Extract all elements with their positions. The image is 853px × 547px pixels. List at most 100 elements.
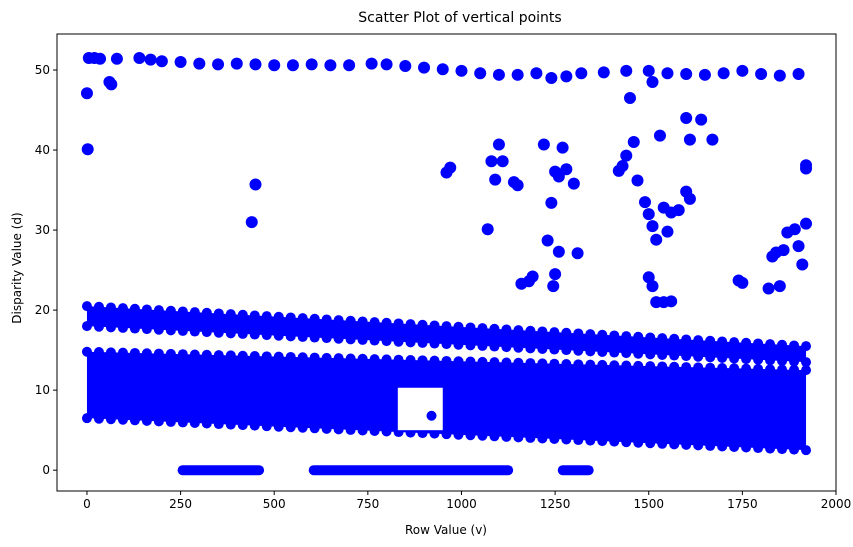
band-edge-point [669,350,680,361]
band-edge-point [765,443,776,454]
band-edge-point [741,337,752,348]
band-edge-point [177,417,188,428]
band-edge-point [561,327,572,338]
band-edge-point [261,421,272,432]
band-edge-point [345,424,356,435]
data-point [496,155,509,168]
band-edge-point [297,422,308,433]
band-edge-point [585,346,596,357]
band-edge-point [681,351,692,362]
band-edge-point [201,349,212,360]
band-edge-point [441,339,452,350]
band-edge-point [753,443,764,454]
band-edge-point [93,413,104,424]
band-edge-point [777,444,788,455]
data-point [144,53,157,66]
x-tick-label: 0 [83,497,91,511]
data-point [324,59,337,72]
data-point [777,244,790,257]
y-axis-label: Disparity Value (d) [10,212,24,323]
data-point [549,268,562,281]
data-point [552,170,565,183]
band-edge-point [609,347,620,358]
y-tick-label: 50 [35,63,50,77]
band-edge-point [429,320,440,331]
band-edge-point [105,414,116,425]
band-edge-point [153,348,164,359]
data-point [365,57,378,70]
band-edge-point [477,356,488,367]
data-point [766,250,779,263]
x-tick-label: 2000 [821,497,852,511]
band-edge-point [657,333,668,344]
band-edge-point [501,357,512,368]
band-edge-point [537,433,548,444]
band-edge-point [717,336,728,347]
band-edge-point [717,362,728,373]
band-edge-point [297,352,308,363]
band-edge-point [537,326,548,337]
band-edge-point [285,351,296,362]
data-point [762,282,775,295]
band-edge-point [297,331,308,342]
band-edge-point [729,353,740,364]
band-edge-point [621,348,632,359]
band-edge-point [381,426,392,437]
band-edge-point [693,351,704,362]
band-edge-point [225,419,236,430]
band-edge-point [573,345,584,356]
band-edge-point [165,305,176,316]
data-point [426,410,437,421]
band-edge-point [249,420,260,431]
band-edge-point [801,357,812,368]
data-point [418,61,431,74]
band-edge-point [669,361,680,372]
band-edge-point [453,321,464,332]
band-edge-point [129,347,140,358]
data-point [481,223,494,236]
band-edge-point [717,352,728,363]
data-point [642,64,655,77]
data-point [436,63,449,76]
band-edge-point [177,306,188,317]
band-edge-point [201,327,212,338]
data-point [492,138,505,151]
band-edge-point [777,355,788,366]
band-edge-point [609,330,620,341]
band-edge-point [561,345,572,356]
band-edge-point [465,356,476,367]
band-edge-point [453,339,464,350]
data-point [249,58,262,71]
data-point [661,67,674,80]
data-point [268,59,281,72]
band-edge-point [633,360,644,371]
band-edge-point [309,423,320,434]
band-edge-point [189,417,200,428]
data-point [800,162,813,175]
band-edge-point [393,318,404,329]
data-point [511,68,524,81]
x-tick-label: 1750 [727,497,758,511]
band-edge-point [381,336,392,347]
y-tick-label: 40 [35,143,50,157]
data-point [545,196,558,209]
band-edge-point [93,347,104,358]
band-edge-point [129,323,140,334]
data-point [489,173,502,186]
band-edge-point [141,348,152,359]
data-point [706,133,719,146]
plot-area [80,52,813,476]
band-edge-point [165,416,176,427]
data-point [511,179,524,192]
x-tick-label: 1250 [540,497,571,511]
band-edge-point [369,317,380,328]
band-edge-point [309,332,320,343]
band-edge-point [765,364,776,375]
data-point [474,67,487,80]
band-edge-point [105,302,116,313]
band-edge-point [105,322,116,333]
data-point [155,55,168,68]
y-tick-label: 10 [35,383,50,397]
band-edge-point [573,359,584,370]
band-edge-point [285,312,296,323]
